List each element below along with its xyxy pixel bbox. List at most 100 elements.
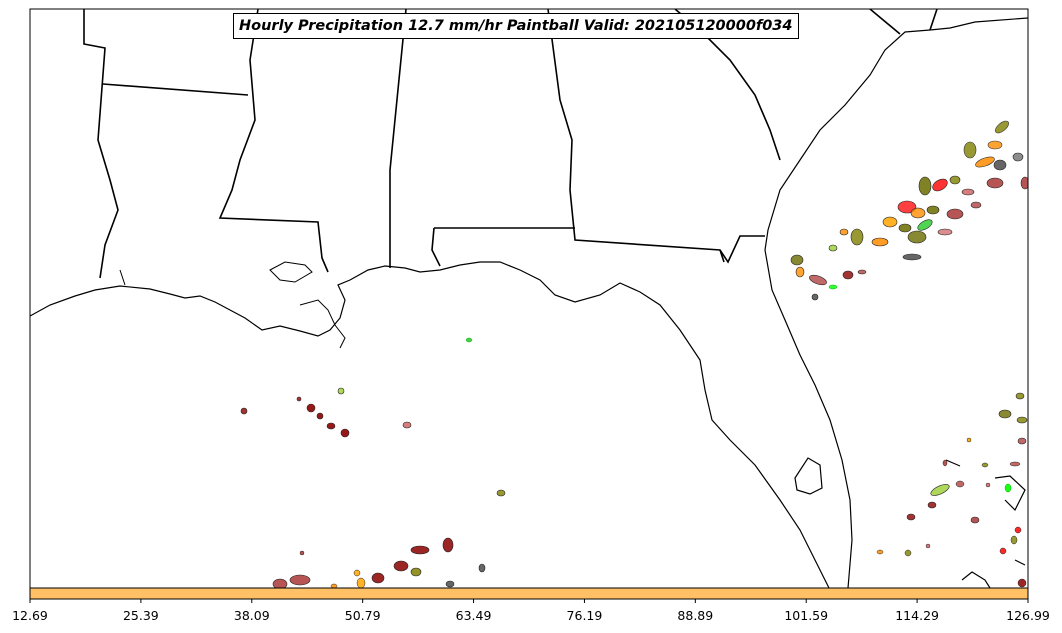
paintball [410,567,422,577]
paintball [465,337,473,343]
paintball [839,228,849,236]
paintball [240,407,248,415]
paintball [961,188,975,196]
paintball [857,269,867,275]
paintball [790,254,804,266]
state-borders [83,9,938,279]
precipitation-paintballs [240,120,1028,588]
paintball [402,421,412,429]
colorbar [29,587,1029,600]
paintball [828,244,838,252]
paintball [353,569,361,577]
paintball [937,228,953,236]
paintball [330,583,338,588]
paintball [998,409,1012,419]
paintball [299,550,305,556]
paintball [272,578,288,588]
paintball [850,228,864,246]
paintball [1014,526,1022,534]
paintball [898,223,912,233]
paintball [1004,483,1012,493]
paintball [987,140,1003,150]
paintball [1016,416,1028,424]
paintball [410,545,430,555]
paintball [946,208,964,220]
paintball [1017,578,1027,588]
paintball [876,549,884,555]
paintball [986,177,1004,189]
paintball [356,577,366,588]
paintball [296,396,302,402]
paintball [955,480,965,488]
paintball [326,422,336,430]
colorbar-tick-label: 76.19 [566,608,603,623]
paintball [993,159,1007,171]
paintball [927,501,937,509]
paintball [930,484,950,496]
paintball [445,580,455,588]
map-background [30,9,1028,599]
colorbar-tick-label: 25.39 [122,608,159,623]
colorbar-tick-label: 63.49 [455,608,492,623]
colorbar-tick-label: 101.59 [784,608,829,623]
paintball [926,205,940,215]
paintball [871,237,889,247]
paintball [478,563,486,573]
paintball [975,156,995,168]
paintball [949,175,961,185]
paintball [981,462,989,468]
paintball [925,543,931,549]
paintball [306,403,316,413]
paintball [910,207,926,219]
paintball [995,120,1009,134]
paintball [1017,437,1027,445]
colorbar-ticks [29,599,1029,603]
paintball [907,230,927,244]
paintball [970,516,980,524]
paintball [828,284,838,290]
paintball [1015,392,1025,400]
paintball [917,219,933,231]
paintball [942,459,948,467]
paintball [966,437,972,443]
paintball [393,560,409,572]
paintball [1020,176,1028,190]
paintball [882,216,898,228]
paintball [340,428,350,438]
paintball [970,201,982,209]
map-title: Hourly Precipitation 12.7 mm/hr Paintbal… [233,13,799,39]
delta [119,261,346,349]
colorbar-tick-label: 12.69 [12,608,48,623]
paintball [897,200,917,214]
paintball [1010,535,1018,545]
paintball [906,513,916,521]
paintball [932,178,948,192]
paintball [795,266,805,278]
colorbar-tick-label: 88.89 [677,608,714,623]
paintball [371,572,385,584]
paintball [918,176,932,196]
lake-okeechobee [794,457,823,495]
paintball [842,270,854,280]
paintball [496,489,506,497]
colorbar-tick-label: 50.79 [344,608,381,623]
paintball [985,482,991,488]
paintball [442,537,454,553]
islands [945,459,1026,588]
paintball [289,574,311,586]
paintball [811,293,819,301]
coastline-east [764,17,1028,588]
paintball [1009,461,1021,467]
paintball [902,253,922,261]
paintball [1012,152,1024,162]
paintball [963,141,977,159]
colorbar-tick-label: 114.29 [895,608,939,623]
colorbar-tick-label: 38.09 [233,608,270,623]
paintball [337,387,345,395]
paintball [999,547,1007,555]
base-map [30,9,1028,588]
paintball [809,274,827,286]
colorbar-tick-label: 126.99 [1006,608,1050,623]
paintball [316,412,324,420]
